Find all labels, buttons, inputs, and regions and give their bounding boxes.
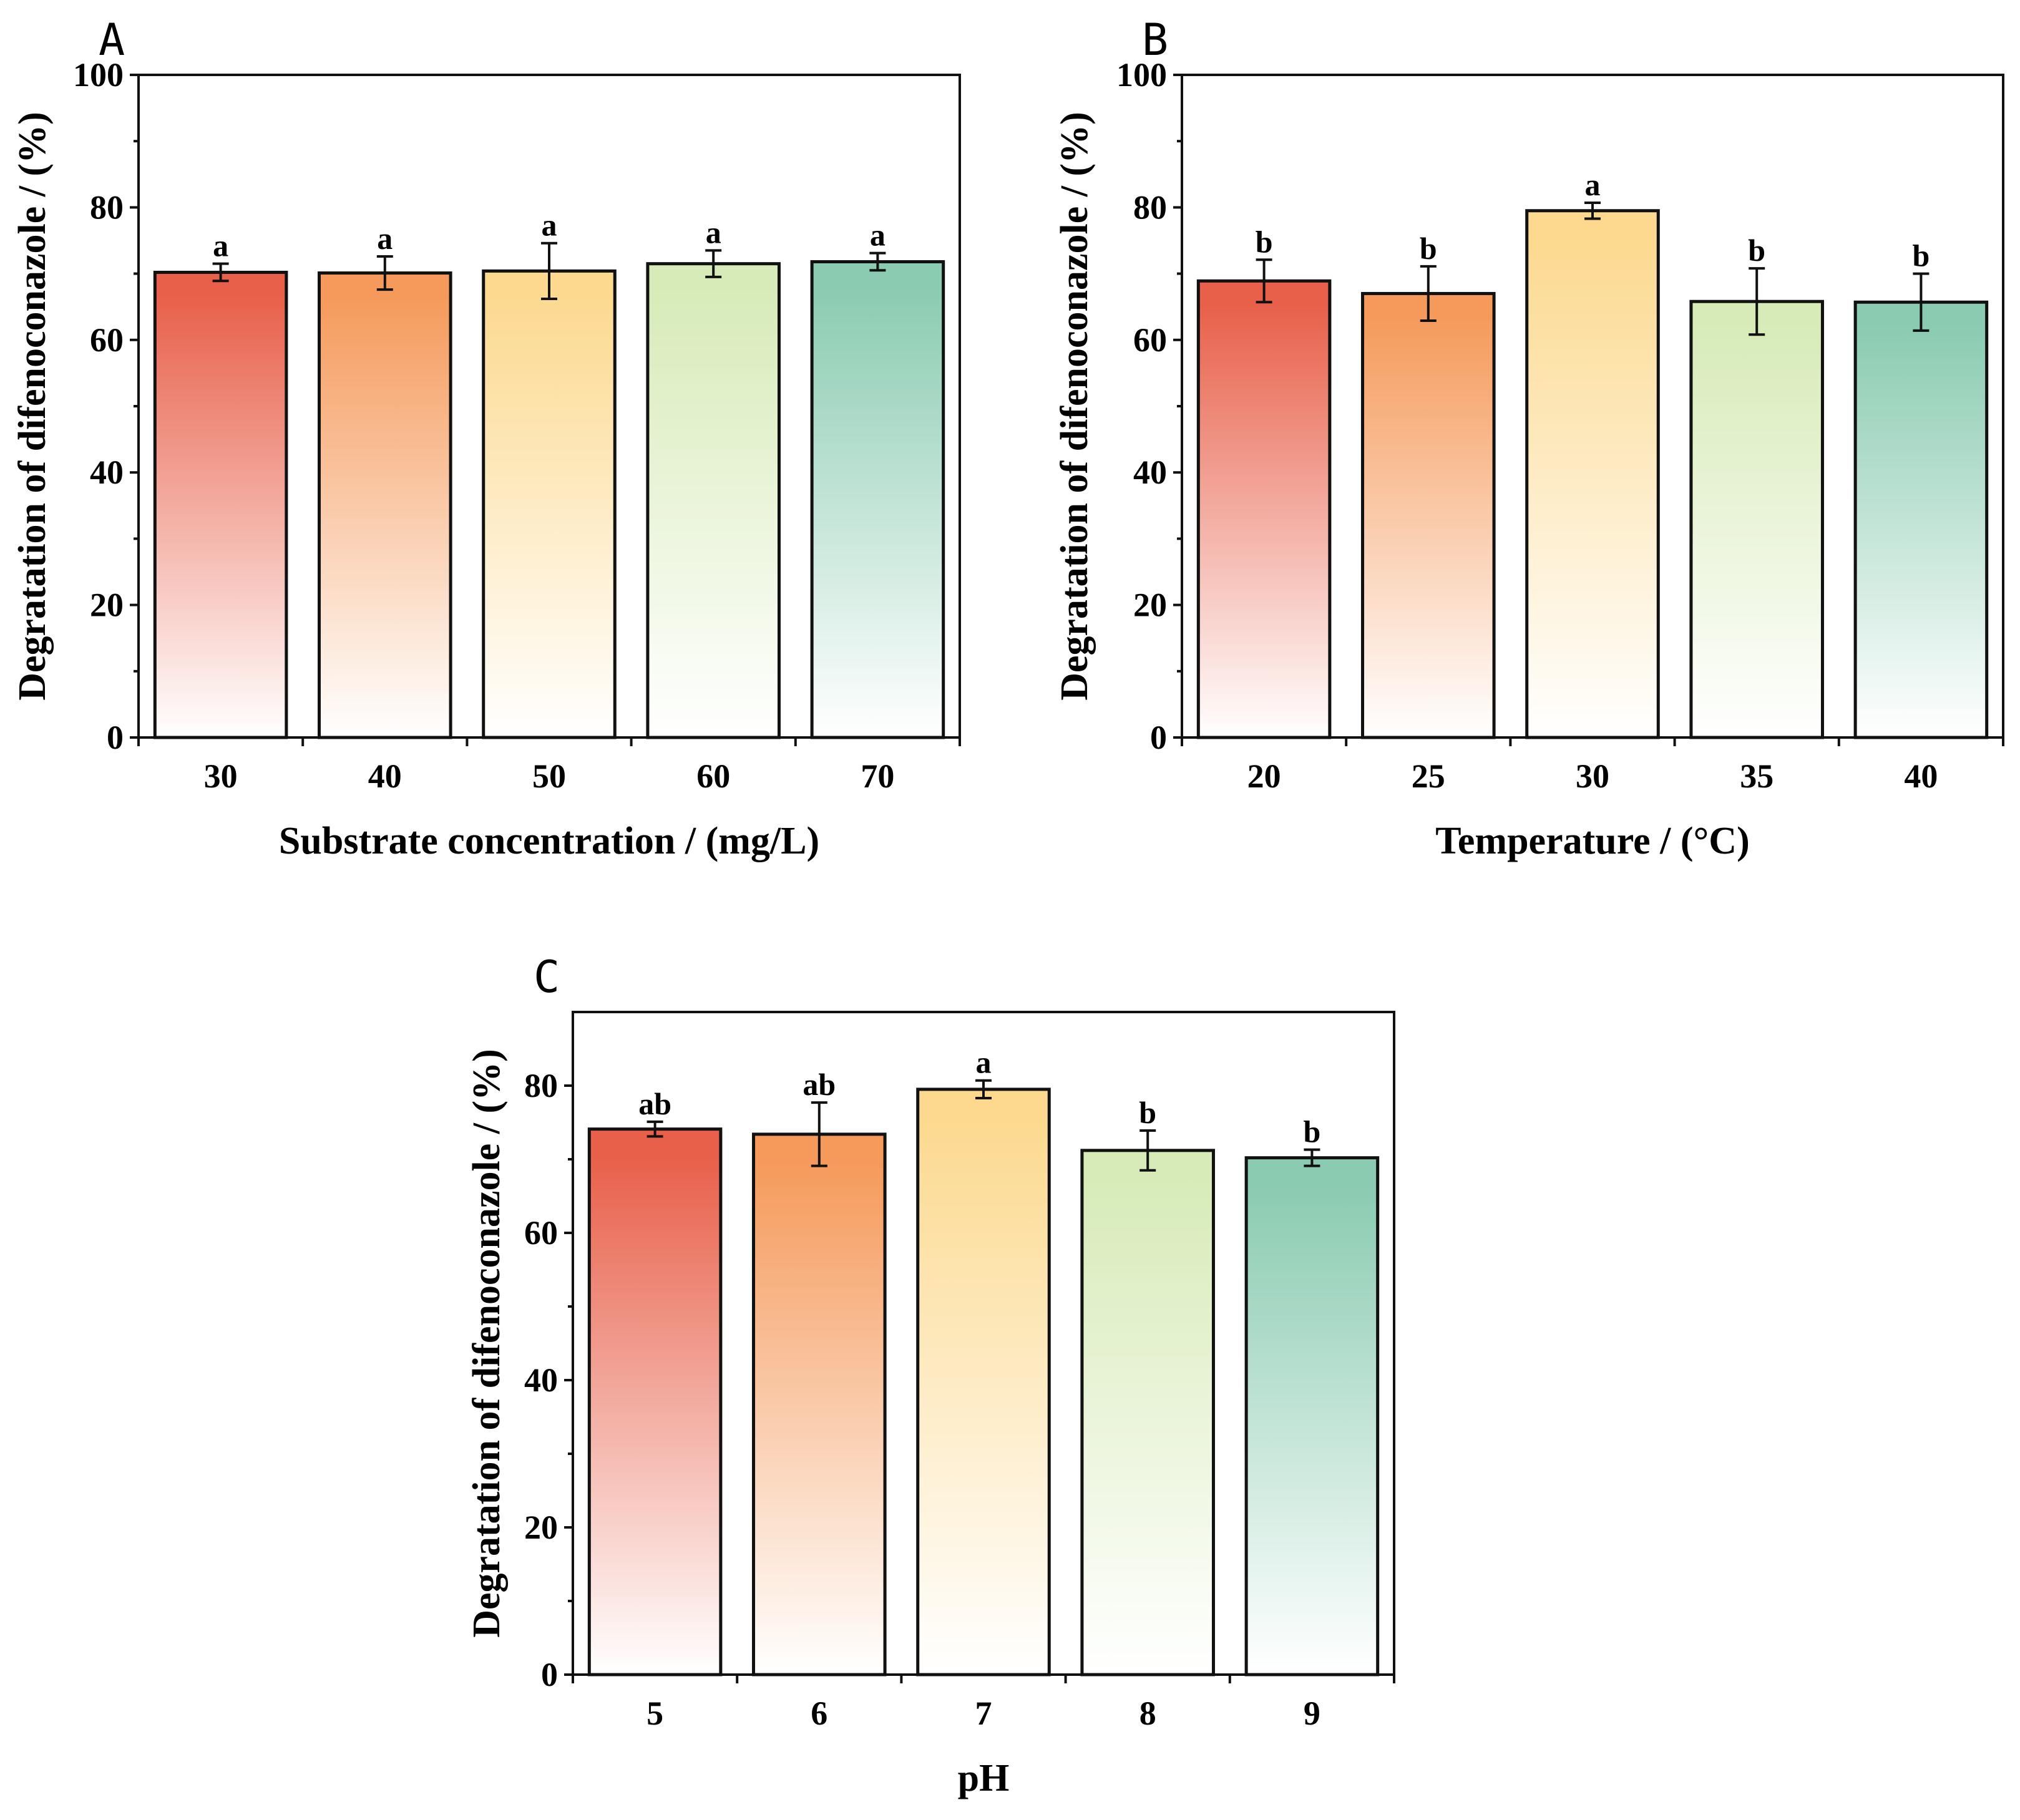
panel-c: C Degratation of difenoconazole / (%) pH… (466, 951, 1395, 1799)
y-tick-label: 80 (524, 1067, 558, 1104)
x-tick-label: 25 (1412, 757, 1445, 795)
significance-label: ab (803, 1067, 836, 1102)
x-tick-label: 6 (811, 1695, 827, 1732)
x-axis-title: pH (958, 1757, 1010, 1799)
bar-marks: 0 20 40 60 80 100 a 30 a 40 a 50 a 60 a 70 (73, 56, 961, 795)
bar (752, 1132, 887, 1676)
bar (1244, 1156, 1380, 1676)
y-axis-title: Degratation of difenoconazole / (%) (466, 1049, 508, 1638)
bar (1525, 209, 1660, 739)
panel-a: A Degratation of difenoconazole / (%) Su… (11, 14, 961, 862)
y-tick-label: 80 (90, 188, 124, 226)
bar-marks: 0 20 40 60 80 100 b 20 b 25 a 30 b 35 b 40 (1116, 56, 2004, 795)
y-tick-label: 0 (541, 1656, 558, 1693)
y-tick-label: 40 (524, 1361, 558, 1399)
significance-label: b (1912, 238, 1930, 273)
bar (482, 269, 617, 739)
y-tick-label: 40 (1133, 454, 1167, 491)
x-tick-label: 30 (204, 757, 238, 795)
y-tick-label: 0 (1150, 719, 1167, 756)
bar (1361, 291, 1496, 739)
significance-label: a (542, 208, 557, 243)
bar (318, 271, 452, 739)
y-axis-title: Degratation of difenoconazole / (%) (11, 112, 54, 701)
significance-label: b (1420, 231, 1437, 266)
significance-label: a (377, 221, 393, 256)
y-tick-label: 20 (524, 1509, 558, 1546)
significance-label: a (976, 1045, 992, 1080)
y-tick-label: 60 (1133, 321, 1167, 359)
y-tick-label: 60 (524, 1214, 558, 1252)
x-tick-label: 35 (1740, 757, 1774, 795)
x-tick-label: 70 (861, 757, 894, 795)
bar (916, 1088, 1051, 1676)
significance-label: a (870, 218, 886, 253)
panel-label: B (1142, 14, 1168, 66)
y-tick-label: 60 (90, 321, 124, 359)
panel-label: A (99, 14, 125, 66)
x-tick-label: 40 (1904, 757, 1938, 795)
x-tick-label: 20 (1247, 757, 1281, 795)
significance-label: a (213, 228, 228, 263)
y-tick-label: 40 (90, 454, 124, 491)
y-tick-label: 100 (73, 56, 124, 94)
x-tick-label: 9 (1304, 1695, 1320, 1732)
bar (1080, 1149, 1215, 1676)
y-tick-label: 20 (90, 586, 124, 624)
bar (1196, 279, 1332, 739)
significance-label: b (1748, 233, 1765, 268)
bar (587, 1127, 723, 1676)
x-tick-label: 5 (646, 1695, 663, 1732)
panel-label: C (534, 951, 560, 1003)
y-tick-label: 20 (1133, 586, 1167, 624)
panel-b: B Degratation of difenoconazole / (%) Te… (1053, 14, 2004, 862)
bar (1689, 299, 1824, 739)
x-axis-title: Temperature / (°C) (1435, 820, 1749, 862)
y-axis-title: Degratation of difenoconazole / (%) (1053, 112, 1096, 701)
x-tick-label: 8 (1139, 1695, 1156, 1732)
significance-label: a (706, 215, 721, 250)
significance-label: b (1256, 224, 1273, 259)
x-axis-title: Substrate concentration / (mg/L) (279, 820, 819, 862)
y-tick-label: 0 (107, 719, 124, 756)
bar (153, 270, 288, 739)
bar (1853, 300, 1989, 739)
significance-label: a (1585, 167, 1601, 202)
x-tick-label: 50 (532, 757, 566, 795)
bar-marks: 0 20 40 60 80 ab 5 ab 6 a 7 b 8 b 9 (524, 1045, 1395, 1732)
x-tick-label: 30 (1576, 757, 1609, 795)
x-tick-label: 7 (975, 1695, 992, 1732)
y-tick-label: 80 (1133, 188, 1167, 226)
x-tick-label: 60 (696, 757, 730, 795)
x-tick-label: 40 (368, 757, 402, 795)
significance-label: ab (638, 1086, 671, 1121)
y-tick-label: 100 (1116, 56, 1167, 94)
significance-label: b (1303, 1114, 1320, 1149)
bar (646, 262, 781, 739)
significance-label: b (1139, 1095, 1156, 1130)
bar (810, 260, 945, 739)
